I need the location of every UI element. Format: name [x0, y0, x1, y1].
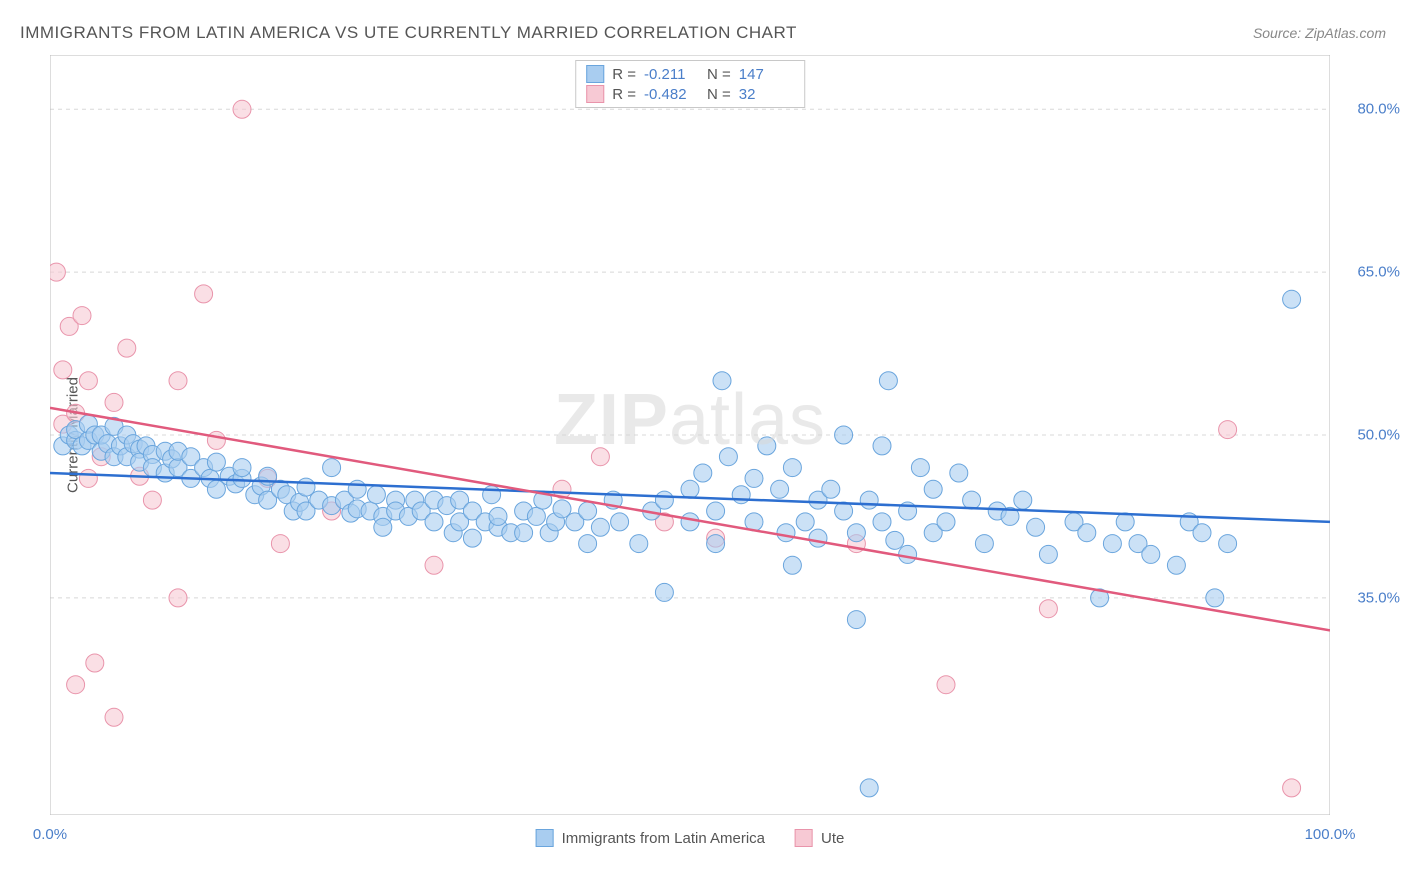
correlation-legend-row: R = -0.482 N = 32: [586, 85, 794, 103]
correlation-legend: R = -0.211 N = 147 R = -0.482 N = 32: [575, 60, 805, 108]
legend-n-label: N =: [707, 86, 731, 103]
legend-n-label: N =: [707, 66, 731, 83]
header-bar: IMMIGRANTS FROM LATIN AMERICA VS UTE CUR…: [20, 18, 1386, 48]
y-tick-label: 50.0%: [1357, 427, 1400, 444]
watermark-bold: ZIP: [554, 380, 669, 460]
y-tick-label: 80.0%: [1357, 101, 1400, 118]
series-legend: Immigrants from Latin America Ute: [536, 829, 845, 847]
chart-title: IMMIGRANTS FROM LATIN AMERICA VS UTE CUR…: [20, 23, 797, 43]
x-tick-label: 0.0%: [33, 826, 67, 843]
legend-n-value: 147: [739, 66, 794, 83]
legend-n-value: 32: [739, 86, 794, 103]
legend-swatch: [586, 85, 604, 103]
legend-r-label: R =: [612, 66, 636, 83]
series-legend-label: Immigrants from Latin America: [562, 830, 765, 847]
legend-r-value: -0.211: [644, 66, 699, 83]
series-legend-item: Ute: [795, 829, 844, 847]
legend-r-value: -0.482: [644, 86, 699, 103]
source-credit: Source: ZipAtlas.com: [1253, 25, 1386, 41]
x-tick-label: 100.0%: [1305, 826, 1356, 843]
watermark: ZIPatlas: [554, 379, 826, 461]
watermark-thin: atlas: [669, 380, 826, 460]
chart-area: Currently Married ZIPatlas R =-0.211N =1…: [50, 55, 1330, 815]
legend-swatch: [536, 829, 554, 847]
correlation-legend-row: R = -0.211 N = 147: [586, 65, 794, 83]
y-tick-label: 65.0%: [1357, 264, 1400, 281]
legend-swatch: [586, 65, 604, 83]
series-legend-item: Immigrants from Latin America: [536, 829, 765, 847]
legend-r-label: R =: [612, 86, 636, 103]
y-tick-label: 35.0%: [1357, 589, 1400, 606]
series-legend-label: Ute: [821, 830, 844, 847]
legend-swatch: [795, 829, 813, 847]
